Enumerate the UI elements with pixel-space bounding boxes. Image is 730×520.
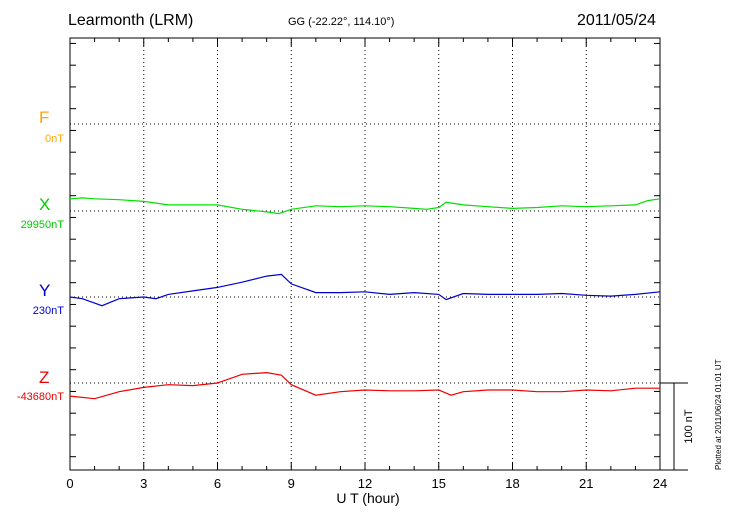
component-x-label: X	[39, 195, 51, 214]
grid-lines	[70, 38, 660, 470]
series-line-z	[69, 371, 660, 400]
x-tick-label: 0	[66, 476, 73, 491]
series-line-y	[69, 273, 661, 307]
x-tick-label: 15	[432, 476, 446, 491]
component-y-baseline: 230nT	[32, 305, 64, 317]
series-line-x	[69, 197, 661, 215]
x-tick-label: 6	[214, 476, 221, 491]
component-z-baseline: -43680nT	[16, 391, 64, 403]
geographic-coordinates: GG (-22.22°, 114.10°)	[288, 16, 395, 28]
x-tick-label: 18	[505, 476, 519, 491]
component-x-baseline: 29950nT	[20, 219, 64, 231]
component-z-label: Z	[39, 368, 50, 387]
axis-ticks	[69, 38, 661, 470]
plot-date: 2011/05/24	[577, 12, 656, 29]
station-title: Learmonth (LRM)	[68, 12, 194, 29]
scale-bar-label: 100 nT	[683, 409, 695, 444]
component-f-baseline: 0nT	[45, 133, 64, 145]
component-y-label: Y	[39, 281, 51, 300]
x-tick-label: 21	[579, 476, 593, 491]
component-f-label: F	[39, 108, 50, 127]
x-tick-label: 9	[288, 476, 295, 491]
x-tick-label: 3	[140, 476, 147, 491]
x-tick-labels: 0 3 6 9 12 15 18 21 24	[66, 476, 667, 491]
x-tick-label: 12	[358, 476, 372, 491]
x-axis-label: U T (hour)	[336, 490, 399, 506]
series-lines	[69, 197, 661, 400]
scale-bar: 100 nT	[660, 382, 695, 471]
x-tick-label: 24	[653, 476, 667, 491]
